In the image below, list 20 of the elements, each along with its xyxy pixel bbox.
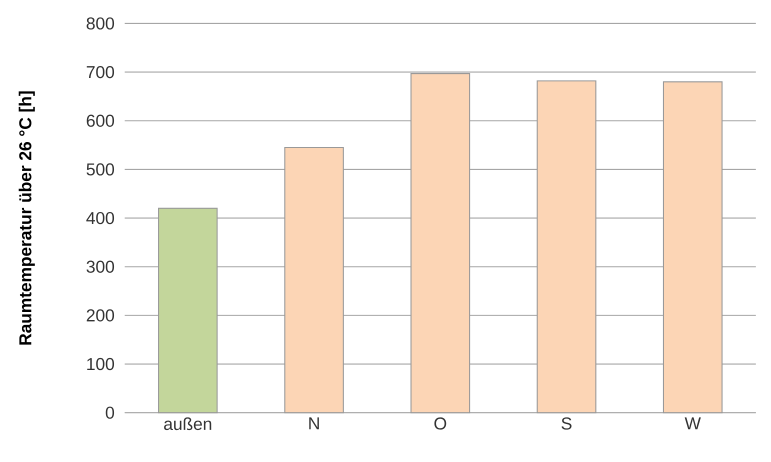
bar [284,147,344,414]
x-tick-label: O [434,417,446,430]
y-tick-label: 800 [86,17,114,30]
y-tick-label: 300 [86,260,114,273]
bar [410,73,470,414]
bar [662,81,723,414]
y-tick-label: 100 [87,358,114,370]
bar [158,208,218,414]
x-tick-label: W [684,417,701,430]
y-tick-label: 600 [86,114,114,127]
x-tick-label: außen [164,417,212,430]
y-tick-label: 500 [86,163,114,176]
x-tick-label: N [309,417,319,430]
y-tick-label: 200 [86,309,114,322]
y-tick-label: 400 [86,212,114,224]
y-axis-title: Raumtemperatur über 26 °C [h] [18,91,35,345]
bar [536,80,596,414]
y-tick-label: 700 [86,66,114,78]
x-tick-label: S [562,417,572,430]
y-tick-label: 0 [106,406,114,419]
